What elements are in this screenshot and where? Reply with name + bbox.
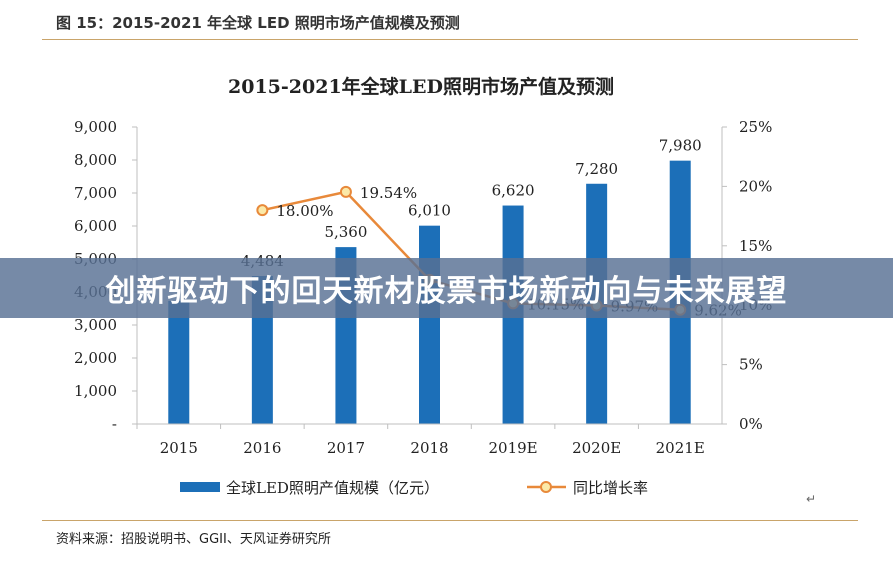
- bar: [168, 300, 190, 424]
- y-tick-label: 3,000: [74, 316, 117, 334]
- return-mark: ↵: [806, 492, 817, 506]
- y-tick-label: 2,000: [74, 349, 117, 367]
- bar-value-label: 5,360: [324, 223, 367, 241]
- y2-tick-label: 15%: [739, 237, 772, 255]
- y2-tick-label: 25%: [739, 118, 772, 136]
- chart-title: 2015-2021年全球LED照明市场产值及预测: [228, 75, 614, 98]
- y2-tick-label: 0%: [739, 415, 763, 433]
- growth-value-label: 18.00%: [276, 202, 333, 220]
- y-tick-label: 6,000: [74, 217, 117, 235]
- source-note: 资料来源：招股说明书、GGII、天风证券研究所: [56, 532, 331, 547]
- bar: [419, 225, 440, 424]
- y-tick-label: 8,000: [74, 151, 117, 169]
- bar-value-label: 7,980: [659, 137, 702, 155]
- x-tick-label: 2021E: [656, 439, 705, 457]
- y-tick-label: 7,000: [74, 184, 117, 202]
- x-tick-label: 2017: [327, 439, 365, 457]
- legend-label-line: 同比增长率: [573, 479, 648, 497]
- x-tick-label: 2018: [410, 439, 448, 457]
- y-tick-label: 1,000: [74, 382, 117, 400]
- y2-tick-label: 20%: [739, 177, 772, 195]
- growth-value-label: 19.54%: [360, 184, 417, 202]
- banner-title: 创新驱动下的回天新材股票市场新动向与未来展望: [105, 274, 788, 309]
- y2-tick-label: 5%: [739, 356, 763, 374]
- legend-swatch-bar: [180, 482, 220, 492]
- legend-marker-line: [540, 481, 552, 493]
- figure-caption: 图 15：2015-2021 年全球 LED 照明市场产值规模及预测: [56, 14, 460, 32]
- x-tick-label: 2020E: [572, 439, 621, 457]
- y-tick-label: -: [112, 415, 117, 433]
- growth-point: [339, 185, 352, 198]
- bottom-rule: [42, 520, 858, 521]
- x-tick-label: 2015: [160, 439, 198, 457]
- bar-value-label: 7,280: [575, 160, 618, 178]
- top-rule: [42, 39, 858, 40]
- legend-label-bar: 全球LED照明产值规模（亿元）: [226, 479, 439, 497]
- y-tick-label: 9,000: [74, 118, 117, 136]
- growth-point: [256, 204, 269, 217]
- bar-value-label: 6,010: [408, 202, 451, 220]
- overlay-banner: 创新驱动下的回天新材股票市场新动向与未来展望: [0, 258, 893, 318]
- x-tick-label: 2019E: [489, 439, 538, 457]
- bar-value-label: 6,620: [492, 182, 535, 200]
- x-tick-label: 2016: [243, 439, 281, 457]
